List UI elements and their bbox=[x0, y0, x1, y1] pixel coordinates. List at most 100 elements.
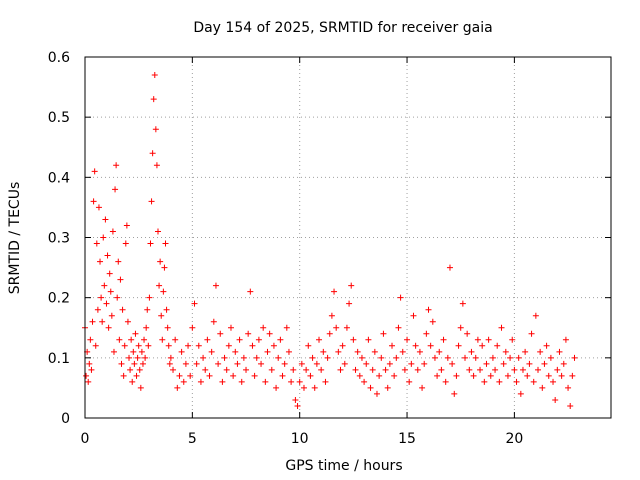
data-point bbox=[132, 330, 139, 337]
data-point bbox=[350, 336, 357, 343]
data-point bbox=[225, 342, 232, 349]
data-point bbox=[270, 342, 277, 349]
data-point bbox=[157, 258, 164, 265]
data-point bbox=[539, 384, 546, 391]
data-point bbox=[159, 336, 166, 343]
data-point bbox=[114, 294, 121, 301]
x-tick-label: 15 bbox=[398, 431, 416, 447]
data-point bbox=[148, 198, 155, 205]
data-point bbox=[378, 354, 385, 361]
data-point bbox=[459, 300, 466, 307]
data-point bbox=[85, 378, 92, 385]
data-point bbox=[348, 282, 355, 289]
grid bbox=[85, 57, 611, 418]
data-point bbox=[462, 354, 469, 361]
data-point bbox=[438, 366, 445, 373]
data-point bbox=[436, 348, 443, 355]
data-point bbox=[147, 240, 154, 247]
data-point bbox=[133, 372, 140, 379]
data-point bbox=[219, 378, 226, 385]
data-point bbox=[292, 396, 299, 403]
y-tick-label: 0.3 bbox=[48, 231, 70, 247]
data-point bbox=[545, 372, 552, 379]
data-point bbox=[156, 282, 163, 289]
data-point bbox=[389, 342, 396, 349]
data-point bbox=[337, 366, 344, 373]
data-point bbox=[466, 366, 473, 373]
data-point bbox=[176, 372, 183, 379]
data-point bbox=[496, 378, 503, 385]
data-point bbox=[238, 378, 245, 385]
data-point bbox=[212, 282, 219, 289]
data-point bbox=[444, 354, 451, 361]
data-point bbox=[352, 366, 359, 373]
data-point bbox=[511, 366, 518, 373]
data-point bbox=[202, 366, 209, 373]
data-point bbox=[479, 342, 486, 349]
data-point bbox=[191, 300, 198, 307]
data-point bbox=[384, 384, 391, 391]
data-point bbox=[535, 366, 542, 373]
data-point bbox=[552, 396, 559, 403]
data-point bbox=[567, 402, 574, 409]
data-point bbox=[217, 330, 224, 337]
data-point bbox=[309, 354, 316, 361]
data-point bbox=[296, 378, 303, 385]
data-point bbox=[537, 348, 544, 355]
data-point bbox=[150, 96, 157, 103]
data-point bbox=[204, 336, 211, 343]
data-point bbox=[143, 324, 150, 331]
data-point bbox=[236, 336, 243, 343]
data-point bbox=[333, 324, 340, 331]
data-point bbox=[406, 378, 413, 385]
data-point bbox=[313, 360, 320, 367]
data-point bbox=[86, 360, 93, 367]
data-point bbox=[434, 372, 441, 379]
data-point bbox=[98, 294, 105, 301]
data-point bbox=[128, 336, 135, 343]
tick-labels: 0 5 10 15 20 0 0.1 0.2 0.3 0.4 0.5 0.6 bbox=[48, 50, 524, 447]
data-point bbox=[331, 288, 338, 295]
data-point bbox=[243, 366, 250, 373]
data-point bbox=[141, 336, 148, 343]
data-point bbox=[158, 312, 165, 319]
data-point bbox=[446, 264, 453, 271]
data-point bbox=[104, 252, 111, 259]
data-point bbox=[119, 306, 126, 313]
data-point bbox=[264, 348, 271, 355]
data-point bbox=[320, 348, 327, 355]
axis-ticks bbox=[84, 56, 611, 419]
data-point bbox=[100, 234, 107, 241]
data-point bbox=[423, 330, 430, 337]
data-point bbox=[130, 348, 137, 355]
data-point bbox=[126, 354, 133, 361]
data-point bbox=[255, 336, 262, 343]
data-point bbox=[206, 372, 213, 379]
data-point bbox=[151, 72, 158, 79]
data-point bbox=[142, 354, 149, 361]
data-point bbox=[108, 312, 115, 319]
data-point bbox=[363, 360, 370, 367]
data-point bbox=[453, 372, 460, 379]
data-point bbox=[160, 288, 167, 295]
data-point bbox=[442, 378, 449, 385]
data-point bbox=[386, 360, 393, 367]
data-point bbox=[498, 324, 505, 331]
data-point bbox=[227, 324, 234, 331]
data-point bbox=[223, 366, 230, 373]
data-point bbox=[221, 354, 228, 361]
data-point bbox=[145, 342, 152, 349]
data-point bbox=[234, 360, 241, 367]
data-point bbox=[543, 342, 550, 349]
data-point bbox=[83, 372, 90, 379]
data-point bbox=[431, 354, 438, 361]
y-tick-label: 0.2 bbox=[48, 291, 70, 307]
data-point bbox=[127, 366, 134, 373]
data-point bbox=[95, 204, 102, 211]
data-point bbox=[298, 360, 305, 367]
data-point bbox=[87, 336, 94, 343]
data-point bbox=[178, 348, 185, 355]
data-point bbox=[251, 372, 258, 379]
data-point bbox=[472, 354, 479, 361]
